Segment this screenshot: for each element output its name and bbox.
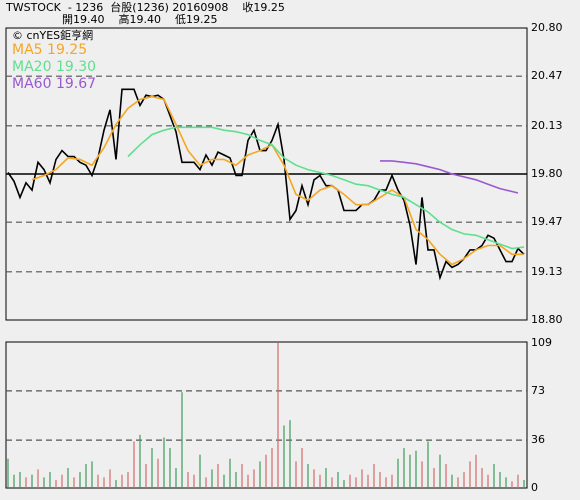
header-subtitle: 開19.40 高19.40 低19.25 xyxy=(62,12,217,26)
legend-value: 19.25 xyxy=(47,42,87,58)
y-tick-label: 73 xyxy=(531,384,545,397)
y-tick-label: 20.47 xyxy=(531,69,563,82)
legend-value: 19.67 xyxy=(56,76,96,92)
legend-entry: MA5 19.25 xyxy=(12,42,87,58)
legend-name: MA20 xyxy=(12,59,51,75)
y-tick-label: 19.47 xyxy=(531,215,563,228)
y-tick-label: 36 xyxy=(531,433,545,446)
y-tick-label: 19.80 xyxy=(531,167,563,180)
legend-entry: MA20 19.30 xyxy=(12,59,96,75)
y-tick-label: 109 xyxy=(531,336,552,349)
legend-value: 19.30 xyxy=(56,59,96,75)
legend-name: MA5 xyxy=(12,42,43,58)
price-line xyxy=(7,88,525,281)
ma-line xyxy=(127,126,525,250)
legend-name: MA60 xyxy=(12,76,51,92)
legend-entry: MA60 19.67 xyxy=(12,76,96,92)
y-tick-label: 20.80 xyxy=(531,21,563,34)
y-tick-label: 20.13 xyxy=(531,119,563,132)
y-tick-label: 18.80 xyxy=(531,313,563,326)
ma-line xyxy=(31,95,524,266)
copyright: © cnYES鉅亨網 xyxy=(12,28,93,42)
y-tick-label: 19.13 xyxy=(531,265,563,278)
header-title: TWSTOCK - 1236 台股(1236) 20160908 收19.25 xyxy=(5,0,285,14)
ma-line xyxy=(380,160,519,194)
y-tick-label: 0 xyxy=(531,481,538,494)
